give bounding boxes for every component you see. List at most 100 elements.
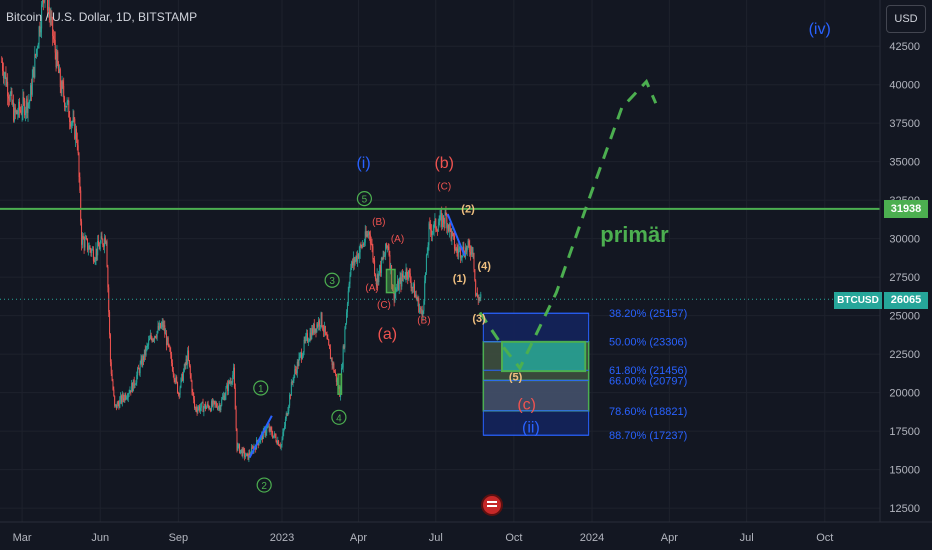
candle-body <box>326 334 328 339</box>
candle-body <box>340 387 342 397</box>
candle-body <box>414 294 416 298</box>
candle-body <box>182 371 184 381</box>
candle-body <box>88 246 90 250</box>
candle-body <box>73 117 75 119</box>
candle-body <box>322 326 324 331</box>
candle-body <box>143 356 145 361</box>
candle-body <box>78 153 80 178</box>
candle-body <box>68 100 70 118</box>
candle-body <box>98 240 100 247</box>
wave-circle <box>253 380 269 396</box>
candle-body <box>261 433 263 440</box>
candle-body <box>238 444 240 446</box>
candle-body <box>329 344 331 349</box>
candle-body <box>178 393 180 395</box>
candle-body <box>320 312 322 326</box>
candle-body <box>418 298 420 312</box>
candle-body <box>171 354 173 363</box>
wave-circle-label: 1 <box>258 384 264 395</box>
candle-body <box>259 440 261 443</box>
candle-body <box>450 228 452 240</box>
candle-body <box>406 268 408 275</box>
candle-body <box>227 381 229 392</box>
candle-body <box>194 407 196 409</box>
x-axis: Mar Jun Sep 2023 Apr Jul Oct 2024 Apr Jul Oct <box>0 521 932 544</box>
candle-body <box>444 212 446 224</box>
candle-body <box>72 117 74 123</box>
candle-body <box>354 259 356 264</box>
candle-body <box>11 90 13 104</box>
candle-body <box>242 448 244 456</box>
candle-body <box>356 255 358 262</box>
y-tick-label: 42500 <box>889 41 920 53</box>
candle-body <box>348 283 350 292</box>
candle-body <box>464 247 466 257</box>
candle-body <box>237 445 239 451</box>
candle-body <box>199 407 201 411</box>
candle-body <box>245 453 247 457</box>
candle-body <box>407 274 409 279</box>
candle-body <box>475 280 477 296</box>
candle-body <box>297 361 299 366</box>
candle-body <box>230 381 232 383</box>
candle-body <box>64 106 66 108</box>
candle-body <box>99 242 101 250</box>
candle-body <box>398 281 400 291</box>
candle-body <box>2 70 4 79</box>
wave-label: (4) <box>477 260 491 272</box>
candle-body <box>60 87 62 94</box>
candle-body <box>53 36 55 39</box>
candle-body <box>244 450 246 457</box>
x-tick-label: Oct <box>816 532 833 544</box>
candle-body <box>118 403 120 408</box>
candle-body <box>131 383 133 393</box>
candle-body <box>341 367 343 369</box>
candle-body <box>275 436 277 442</box>
symbol-tag: BTCUSD <box>834 292 882 309</box>
candle-body <box>465 247 467 252</box>
candle-body <box>47 0 49 11</box>
candle-body <box>368 232 370 235</box>
us-flag-event-icon[interactable] <box>481 494 503 516</box>
candle-body <box>212 400 214 407</box>
candle-body <box>133 379 135 386</box>
candle-body <box>96 248 98 256</box>
candle-body <box>460 257 462 259</box>
candle-body <box>374 260 376 275</box>
candle-body <box>115 404 117 409</box>
candle-body <box>62 81 64 86</box>
candle-body <box>4 72 6 75</box>
candle-body <box>250 447 252 455</box>
candle-body <box>343 346 345 348</box>
wave-label: (B) <box>417 315 430 326</box>
candle-body <box>137 368 139 370</box>
candle-body <box>20 110 22 115</box>
candle-body <box>313 323 315 333</box>
candle-body <box>382 256 384 260</box>
candle-body <box>270 427 272 430</box>
candle-body <box>284 425 286 430</box>
candle-body <box>251 447 253 449</box>
candle-body <box>292 380 294 383</box>
candle-body <box>461 255 463 258</box>
candle-body <box>169 346 171 352</box>
candle-body <box>218 404 220 407</box>
candle-body <box>193 392 195 400</box>
wave-label: (3) <box>472 313 486 325</box>
candle-body <box>296 361 298 374</box>
candle-body <box>141 358 143 366</box>
candle-body <box>283 429 285 433</box>
wave-circle-label: 5 <box>362 195 368 206</box>
trend-channel-line <box>446 213 466 256</box>
candle-body <box>268 426 270 432</box>
candle-body <box>449 223 451 229</box>
candle-body <box>402 273 404 278</box>
candle-body <box>205 404 207 409</box>
wave-circle <box>324 272 340 288</box>
candle-body <box>309 332 311 341</box>
candle-body <box>189 365 191 375</box>
candle-body <box>290 394 292 396</box>
candle-body <box>13 107 15 121</box>
currency-button[interactable]: USD <box>886 5 926 33</box>
